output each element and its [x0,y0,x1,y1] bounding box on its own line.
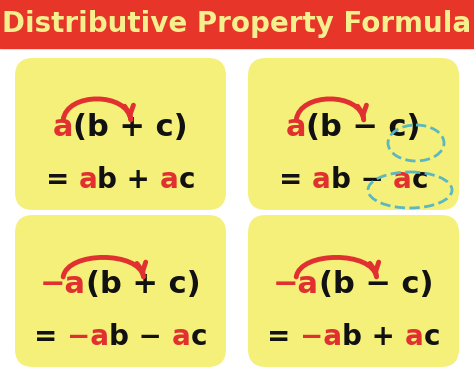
FancyBboxPatch shape [15,58,226,210]
Text: a: a [393,165,412,194]
Text: a: a [79,165,98,194]
Text: c: c [423,323,440,350]
Text: (b + c): (b + c) [86,270,201,299]
Text: (b − c): (b − c) [319,270,434,299]
Text: −a: −a [67,323,109,350]
FancyBboxPatch shape [248,58,459,210]
Text: c: c [179,165,195,194]
Text: c: c [191,323,207,350]
Text: b +: b + [342,323,405,350]
Text: (b − c): (b − c) [307,114,421,143]
Text: b −: b − [109,323,172,350]
Text: =: = [267,323,300,350]
Text: a: a [160,165,179,194]
Bar [0,0,474,48]
FancyBboxPatch shape [15,215,226,367]
Text: a: a [405,323,423,350]
Text: =: = [279,165,312,194]
Text: −a: −a [40,270,86,299]
Text: a: a [286,114,307,143]
Text: a: a [53,114,73,143]
Text: b −: b − [330,165,393,194]
Text: (b + c): (b + c) [73,114,188,143]
FancyBboxPatch shape [248,215,459,367]
Text: Distributive Property Formula: Distributive Property Formula [2,10,472,38]
Text: =: = [34,323,67,350]
Text: −a: −a [273,270,319,299]
Text: a: a [312,165,330,194]
Text: −a: −a [300,323,342,350]
Text: b +: b + [98,165,160,194]
Text: =: = [46,165,79,194]
Text: a: a [172,323,191,350]
Text: c: c [412,165,428,194]
